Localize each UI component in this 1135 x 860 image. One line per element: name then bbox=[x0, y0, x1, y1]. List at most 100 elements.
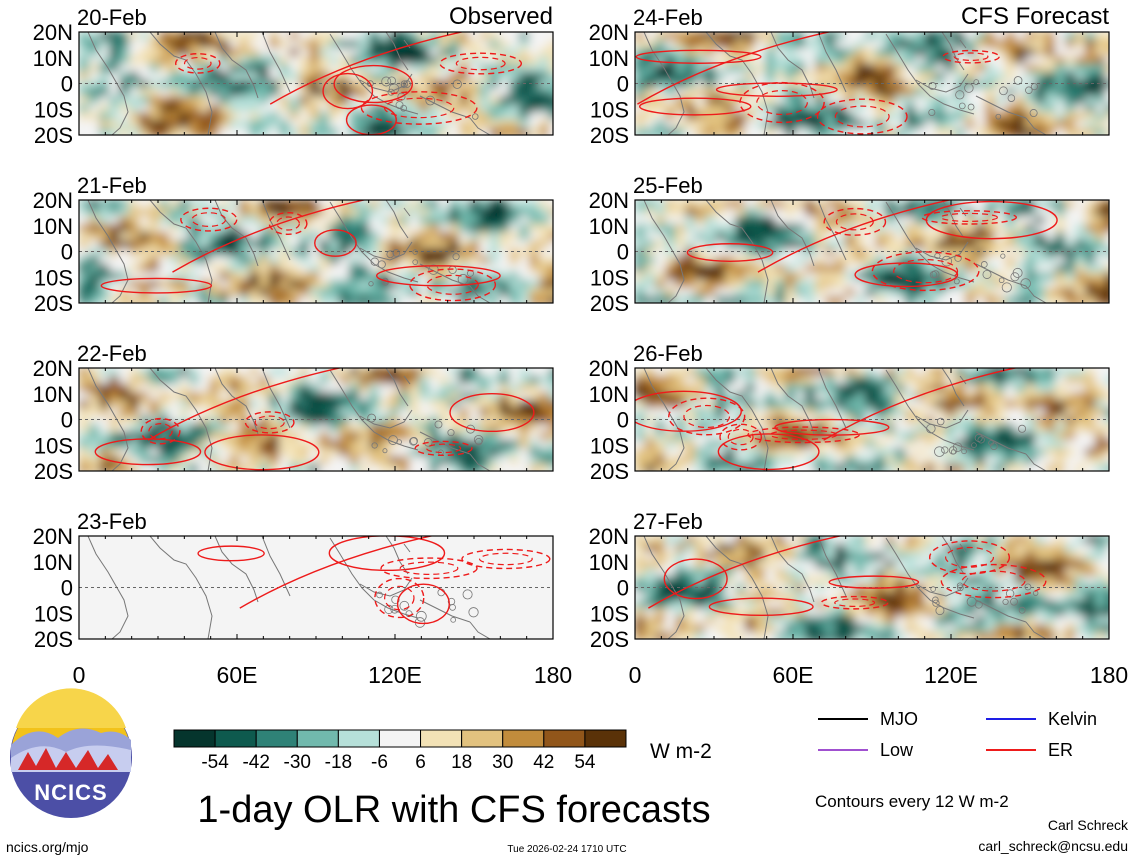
y-tick-label: 0 bbox=[61, 72, 73, 97]
axis-ticks bbox=[78, 32, 554, 135]
coastlines bbox=[643, 32, 1047, 135]
er-contours bbox=[635, 32, 1000, 135]
column-header-observed: Observed bbox=[449, 3, 553, 30]
colorbar-swatch bbox=[420, 729, 463, 748]
contour-legend: MJO Kelvin Low ER bbox=[818, 709, 1097, 760]
er-contours bbox=[100, 200, 501, 302]
y-tick-label: 10N bbox=[589, 214, 629, 239]
axis-ticks bbox=[634, 536, 1110, 639]
footer-author: Carl Schreck bbox=[1048, 817, 1129, 833]
y-tick-label: 10S bbox=[590, 433, 629, 458]
legend-label: ER bbox=[1048, 740, 1073, 760]
olr-shading bbox=[635, 32, 1109, 135]
y-tick-label: 20N bbox=[589, 524, 629, 549]
x-tick-label: 180 bbox=[534, 662, 572, 688]
colorbar-swatch bbox=[461, 729, 504, 748]
colorbar-swatch bbox=[173, 729, 216, 748]
x-tick-label: 60E bbox=[217, 662, 258, 688]
y-tick-label: 0 bbox=[61, 240, 73, 265]
coastlines bbox=[643, 368, 1047, 471]
ncics-logo: NCICS bbox=[10, 688, 132, 818]
y-tick-label: 10S bbox=[590, 265, 629, 290]
panel-date-label: 21-Feb bbox=[77, 173, 147, 198]
y-tick-label: 10S bbox=[590, 601, 629, 626]
panel-date-label: 24-Feb bbox=[633, 5, 703, 30]
x-tick-label: 120E bbox=[924, 662, 978, 688]
y-tick-label: 20S bbox=[590, 291, 629, 316]
colorbar-label: 54 bbox=[574, 752, 596, 773]
y-tick-label: 0 bbox=[617, 72, 629, 97]
coastlines bbox=[87, 536, 491, 639]
axis-ticks bbox=[78, 536, 554, 639]
axis-ticks bbox=[78, 200, 554, 303]
coastlines bbox=[87, 200, 491, 303]
contour-note: Contours every 12 W m-2 bbox=[815, 792, 1009, 811]
colorbar-label: 30 bbox=[492, 752, 513, 773]
footer-url[interactable]: ncics.org/mjo bbox=[6, 839, 89, 855]
colorbar-unit: W m-2 bbox=[650, 740, 712, 763]
colorbar-label: -54 bbox=[201, 752, 229, 773]
olr-shading bbox=[635, 200, 1109, 303]
y-tick-label: 10S bbox=[34, 97, 73, 122]
colorbar-swatch bbox=[296, 729, 339, 748]
y-tick-label: 20S bbox=[34, 123, 73, 148]
y-tick-label: 10S bbox=[34, 601, 73, 626]
legend-entry: Kelvin bbox=[986, 709, 1097, 729]
y-tick-label: 20N bbox=[33, 188, 73, 213]
y-tick-label: 0 bbox=[617, 240, 629, 265]
axis-ticks bbox=[634, 32, 1110, 135]
legend-label: MJO bbox=[880, 709, 918, 729]
legend-entry: ER bbox=[986, 740, 1073, 760]
colorbar-label: 6 bbox=[415, 752, 426, 773]
colorbar-swatch bbox=[584, 729, 627, 748]
y-tick-label: 10S bbox=[34, 265, 73, 290]
y-tick-label: 20S bbox=[34, 627, 73, 652]
y-tick-label: 20S bbox=[590, 627, 629, 652]
panel-date-label: 23-Feb bbox=[77, 509, 147, 534]
olr-shading bbox=[79, 200, 553, 303]
axis-ticks bbox=[634, 368, 1110, 471]
y-tick-label: 10N bbox=[589, 46, 629, 71]
y-tick-label: 20N bbox=[589, 20, 629, 45]
colorbar-label: -18 bbox=[325, 752, 352, 773]
er-contours bbox=[648, 536, 1047, 617]
colorbar-swatch bbox=[502, 729, 545, 748]
coastlines bbox=[643, 200, 1047, 303]
y-tick-label: 10N bbox=[33, 214, 73, 239]
er-contours bbox=[94, 368, 535, 471]
footer-timestamp: Tue 2026-02-24 1710 UTC bbox=[507, 844, 626, 855]
y-tick-label: 20S bbox=[34, 459, 73, 484]
legend-label: Low bbox=[880, 740, 914, 760]
axis-ticks bbox=[78, 368, 554, 471]
y-tick-label: 20N bbox=[33, 356, 73, 381]
colorbar-swatch bbox=[543, 729, 586, 748]
legend-label: Kelvin bbox=[1048, 709, 1097, 729]
y-tick-label: 10N bbox=[589, 550, 629, 575]
x-tick-label: 60E bbox=[773, 662, 814, 688]
y-tick-label: 20N bbox=[33, 524, 73, 549]
footer-email[interactable]: carl_schreck@ncsu.edu bbox=[978, 838, 1128, 854]
y-tick-label: 10S bbox=[590, 97, 629, 122]
y-tick-label: 20N bbox=[33, 20, 73, 45]
x-axis-left: 0 60E 120E 180 bbox=[73, 662, 573, 688]
legend-entry: MJO bbox=[818, 709, 918, 729]
colorbar-swatch bbox=[378, 729, 422, 748]
y-tick-label: 20S bbox=[590, 123, 629, 148]
y-tick-label: 0 bbox=[61, 576, 73, 601]
y-tick-label: 20S bbox=[590, 459, 629, 484]
colorbar-label: 42 bbox=[533, 752, 554, 773]
panel-date-label: 27-Feb bbox=[633, 509, 703, 534]
y-tick-label: 10N bbox=[33, 550, 73, 575]
colorbar-swatch bbox=[337, 729, 380, 748]
y-tick-label: 0 bbox=[617, 408, 629, 433]
er-contours bbox=[686, 200, 1058, 292]
